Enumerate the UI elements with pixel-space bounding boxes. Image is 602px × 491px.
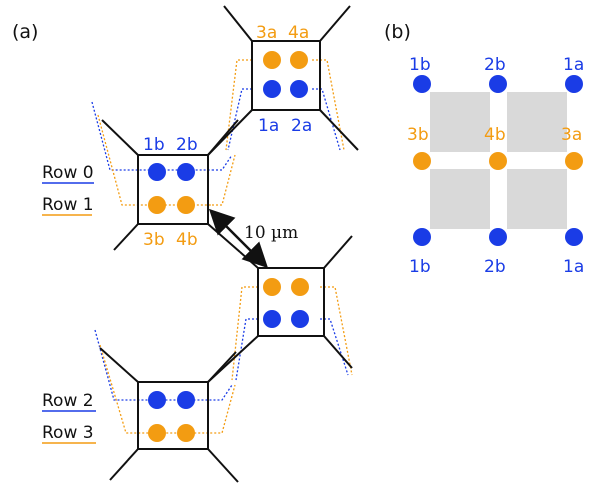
trap-leg (207, 223, 241, 253)
trap-leg (101, 119, 139, 156)
ion-label-4a: 4a (288, 23, 309, 43)
blue-ion (489, 228, 507, 246)
top-trap-blue-guide-right (312, 88, 341, 151)
b-label-top-2b: 2b (484, 55, 506, 75)
blue-ion (413, 228, 431, 246)
orange-ion (565, 152, 583, 170)
top-trap-blue-guide-left (227, 88, 252, 151)
grey-square (430, 169, 490, 229)
trap-square-left-upper (137, 154, 209, 225)
trap-square-middle (257, 267, 325, 337)
b-label-top-1b: 1b (409, 55, 431, 75)
blue-ion (489, 75, 507, 93)
grey-square (430, 92, 490, 152)
orange-ion (290, 51, 308, 69)
distance-label: 10 µm (244, 223, 298, 243)
left-trap-blue-guide-right (212, 154, 233, 171)
trap-leg (319, 109, 359, 151)
panel-b: 1b 2b 1a 3b 4b 3a 1b 2b 1a (407, 55, 584, 277)
trap-leg (223, 5, 253, 42)
trap-leg (319, 5, 351, 42)
ion-label-3b: 3b (143, 230, 165, 250)
trap-square-bottom (137, 381, 209, 450)
trap-square-top (251, 40, 321, 111)
grey-square (507, 169, 567, 229)
trap-leg (207, 448, 239, 483)
orange-ion (263, 51, 281, 69)
bottom-trap-blue-guide (94, 329, 233, 401)
blue-ion (290, 80, 308, 98)
orange-ion (263, 278, 281, 296)
orange-ion (489, 152, 507, 170)
ion-label-1a: 1a (258, 116, 279, 136)
blue-ion (291, 310, 309, 328)
blue-ion (177, 391, 195, 409)
row-1-label: Row 1 (42, 195, 94, 215)
orange-ion (413, 152, 431, 170)
blue-ion (177, 163, 195, 181)
bottom-trap-orange-guide (99, 344, 236, 434)
blue-ion (148, 391, 166, 409)
orange-ion (177, 424, 195, 442)
trap-leg (109, 448, 139, 481)
row-2-label: Row 2 (42, 391, 94, 411)
mid-trap-orange-guide-left (231, 286, 258, 381)
row-3-label: Row 3 (42, 423, 94, 443)
blue-ion (565, 228, 583, 246)
b-label-bot-1b: 1b (409, 257, 431, 277)
trap-leg (323, 235, 353, 269)
b-label-top-1a: 1a (563, 55, 584, 75)
panel-a: 3a 4a 1a 2a 1b 2b 3b 4b Row 0 Row 1 Row … (42, 5, 359, 483)
top-trap-orange-guide-left (225, 59, 252, 151)
left-trap-blue-guide (91, 101, 212, 171)
trap-leg (207, 351, 237, 383)
grey-square (507, 92, 567, 152)
panel-b-label: (b) (384, 21, 411, 43)
b-label-bot-2b: 2b (484, 257, 506, 277)
row-0-label: Row 0 (42, 163, 94, 183)
ion-label-1b: 1b (143, 135, 165, 155)
blue-ion (263, 310, 281, 328)
blue-ion (263, 80, 281, 98)
ion-label-4b: 4b (176, 230, 198, 250)
ion-label-2a: 2a (291, 116, 312, 136)
blue-ion (565, 75, 583, 93)
left-trap-orange-guide-right (212, 154, 236, 206)
trap-leg (207, 119, 239, 156)
ion-label-3a: 3a (256, 23, 277, 43)
b-label-mid-3a: 3a (561, 125, 582, 145)
trap-leg (323, 335, 353, 369)
trap-leg (99, 347, 139, 383)
orange-ion (291, 278, 309, 296)
trap-leg (113, 223, 139, 251)
b-label-mid-3b: 3b (407, 125, 429, 145)
panel-a-label: (a) (12, 21, 38, 43)
mid-trap-blue-guide-left (235, 318, 258, 381)
b-label-mid-4b: 4b (484, 125, 506, 145)
blue-ion (148, 163, 166, 181)
b-label-bot-1a: 1a (563, 257, 584, 277)
orange-ion (177, 196, 195, 214)
ion-label-2b: 2b (176, 135, 198, 155)
distance-arrow (208, 208, 269, 269)
left-trap-orange-guide (97, 114, 212, 206)
top-trap-orange-guide-right (312, 59, 345, 151)
orange-ion (148, 196, 166, 214)
blue-ion (413, 75, 431, 93)
orange-ion (148, 424, 166, 442)
